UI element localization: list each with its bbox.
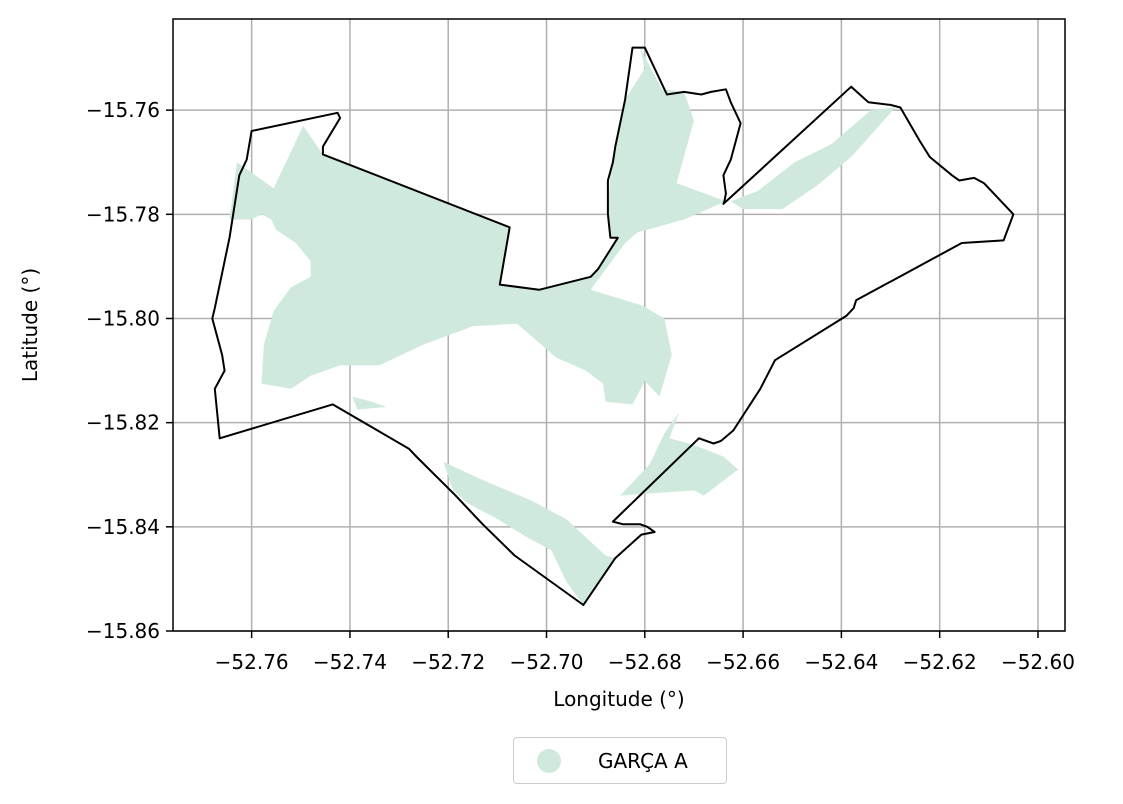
x-tick-label: −52.74 (313, 650, 387, 674)
fill-area-4 (443, 461, 616, 605)
y-tick-label: −15.76 (86, 98, 160, 122)
y-tick-label: −15.82 (86, 411, 160, 435)
x-axis-ticks: −52.76 −52.74 −52.72 −52.70 −52.68 −52.66 −52.… (215, 631, 1075, 674)
land-use-fill-areas (229, 47, 896, 605)
x-tick-label: −52.68 (608, 650, 682, 674)
legend-marker (537, 748, 561, 773)
x-tick-label: −52.60 (1001, 650, 1075, 674)
x-tick-label: −52.76 (215, 650, 289, 674)
x-tick-label: −52.64 (804, 650, 878, 674)
x-axis-title: Longitude (°) (553, 687, 684, 711)
fill-area-2 (730, 107, 896, 210)
y-tick-label: −15.86 (86, 619, 160, 643)
y-axis-title: Latitude (°) (18, 268, 42, 382)
y-tick-label: −15.78 (86, 202, 160, 226)
municipality-boundary (211, 46, 1015, 606)
legend-label: GARÇA A (598, 748, 688, 773)
y-axis-ticks: −15.76 −15.78 −15.80 −15.82 −15.84 −15.86 (86, 98, 173, 643)
y-tick-label: −15.80 (86, 306, 160, 330)
fill-area-1 (229, 47, 726, 405)
y-tick-label: −15.84 (86, 515, 160, 539)
axes-frame (172, 18, 1066, 632)
x-tick-label: −52.62 (903, 650, 977, 674)
fill-area-5 (352, 396, 387, 410)
legend: GARÇA A (513, 737, 727, 784)
fill-area-3 (620, 412, 739, 496)
x-tick-label: −52.66 (706, 650, 780, 674)
x-tick-label: −52.70 (510, 650, 584, 674)
x-tick-label: −52.72 (411, 650, 485, 674)
